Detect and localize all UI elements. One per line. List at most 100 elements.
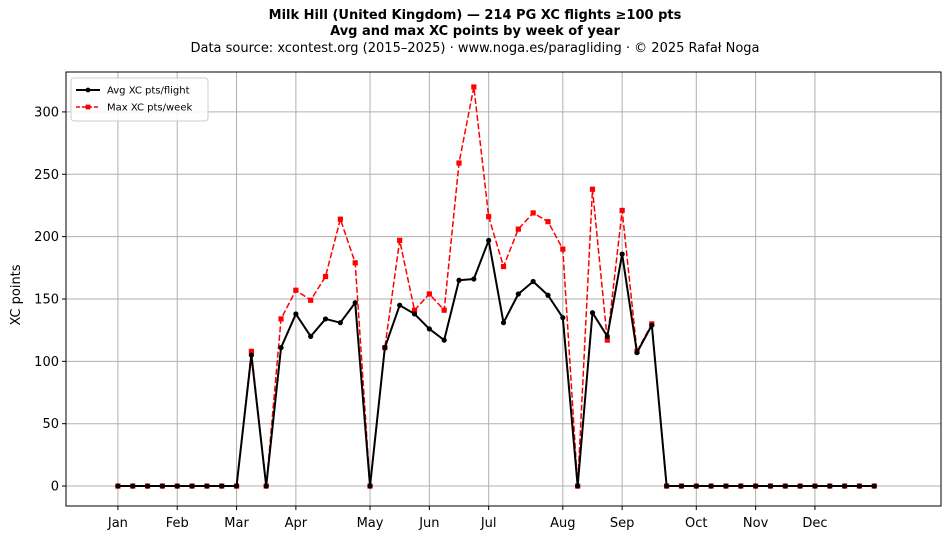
max-data-point [619,207,625,214]
avg-data-point [619,251,625,257]
x-tick-label: Nov [743,516,769,531]
max-data-point [515,226,521,232]
avg-data-point [767,483,774,489]
y-tick-label: 200 [34,230,59,245]
avg-data-point [649,322,655,328]
x-tick-label: Jan [107,516,128,531]
avg-data-point [219,483,225,489]
x-tick-label: Mar [224,516,249,531]
max-data-point [500,263,507,270]
series-group [115,84,877,489]
avg-data-point [530,278,536,285]
avg-data-point [871,483,877,489]
avg-data-point [456,277,462,283]
max-data-point [456,160,462,166]
avg-data-point [812,483,818,489]
avg-data-point [337,320,343,326]
avg-data-point [753,483,759,489]
avg-data-point [589,310,596,316]
avg-data-point [575,483,581,489]
avg-data-point [634,350,640,356]
avg-data-point [189,483,195,489]
max-data-point [486,214,492,220]
avg-data-point [827,483,833,489]
chart-caption: Data source: xcontest.org (2015–2025) · … [190,41,760,56]
max-data-point [471,84,477,90]
max-data-point [337,216,343,222]
max-data-point [308,297,314,303]
avg-data-point [233,483,240,489]
avg-data-point [263,483,269,489]
legend-label: Avg XC pts/flight [107,86,190,97]
chart-title: Milk Hill (United Kingdom) — 214 PG XC f… [268,8,682,23]
avg-data-point [441,337,447,343]
avg-data-point [738,483,744,489]
max-data-point [441,307,447,313]
legend-marker [85,104,91,110]
avg-data-point [248,352,254,358]
avg-data-point [797,483,803,489]
x-tick-label: Jun [418,516,439,531]
y-tick-label: 150 [34,292,59,307]
avg-data-point [115,483,121,489]
max-data-point [352,260,358,266]
y-tick-label: 0 [51,480,59,495]
avg-series-line [117,239,875,488]
max-data-point [560,246,566,252]
max-data-point [411,307,418,313]
avg-data-point [174,483,180,489]
avg-data-point [723,483,729,489]
max-data-point [293,287,299,293]
max-data-point [530,210,536,216]
avg-data-point [545,292,551,298]
y-tick-label: 100 [34,355,59,370]
x-tick-label: Aug [550,516,575,531]
avg-data-point [664,483,670,489]
avg-data-point [560,315,566,321]
avg-data-point [678,483,685,489]
avg-data-point [856,483,863,489]
x-tick-label: Jul [480,516,497,531]
avg-data-point [293,311,299,317]
avg-data-point [322,316,329,322]
y-axis-label: XC points [9,264,24,325]
max-data-point [278,316,284,322]
avg-data-point [426,326,432,332]
y-tick-label: 250 [34,168,59,183]
x-tick-label: Sep [610,516,635,531]
x-tick-label: Oct [685,516,707,531]
max-data-point [248,348,254,354]
x-tick-label: May [357,516,384,531]
max-data-point [426,291,432,297]
avg-data-point [411,311,418,317]
max-data-point [397,237,403,243]
avg-data-point [382,345,388,351]
legend-box [70,77,209,122]
avg-data-point [515,291,521,297]
legend-marker [85,87,91,93]
avg-data-point [471,276,477,282]
plot-frame [65,71,942,507]
avg-data-point [204,483,210,489]
max-data-point [545,219,551,225]
avg-data-point [500,320,507,326]
avg-data-point [367,483,373,489]
avg-data-point [708,483,714,489]
axes-group: 0 50 100 150 200 250 300 Jan Feb Mar Apr May Jun Jul A… [34,105,827,531]
avg-data-point [842,483,848,489]
x-tick-label: Apr [285,516,308,531]
avg-data-point [352,300,358,306]
plot-area [66,72,941,506]
avg-data-point [782,483,788,489]
max-data-point [604,337,610,343]
avg-data-point [693,483,699,489]
chart-titles: Milk Hill (United Kingdom) — 214 PG XC f… [0,8,950,57]
avg-data-point [159,483,165,489]
y-tick-label: 50 [42,417,59,432]
max-data-point [589,186,596,192]
max-data-point [322,273,329,280]
avg-data-point [278,345,284,351]
y-tick-label: 300 [34,105,59,120]
x-tick-label: Feb [166,516,189,531]
